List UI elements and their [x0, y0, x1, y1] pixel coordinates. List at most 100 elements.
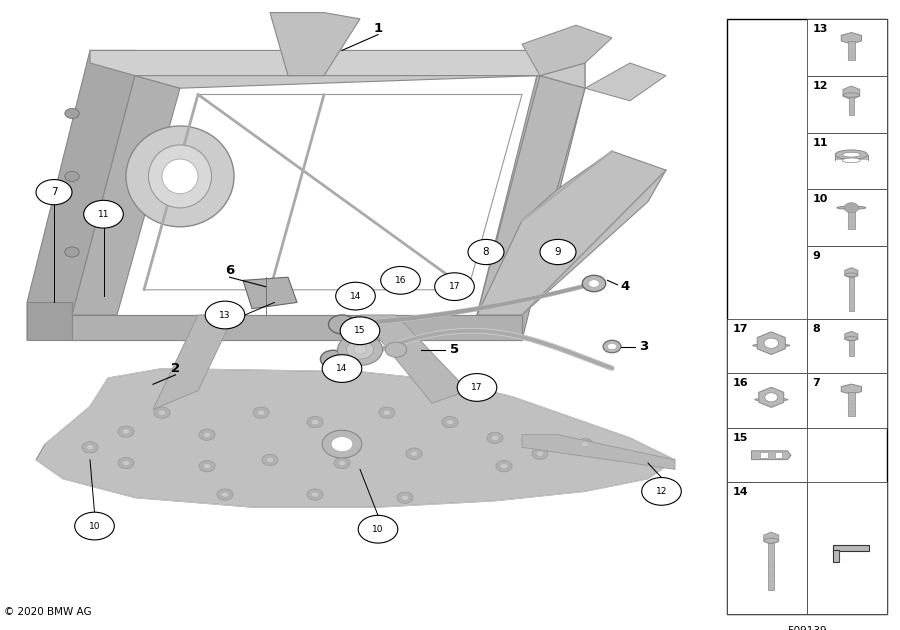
Circle shape: [435, 273, 474, 301]
Circle shape: [36, 180, 72, 205]
Ellipse shape: [752, 344, 790, 347]
Text: 9: 9: [813, 251, 821, 261]
Text: 8: 8: [813, 324, 821, 335]
Bar: [833, 551, 839, 562]
Polygon shape: [270, 13, 360, 76]
Text: 3: 3: [639, 340, 648, 353]
Text: 7: 7: [813, 379, 821, 389]
Bar: [727, 428, 807, 482]
Polygon shape: [27, 50, 135, 340]
Bar: [848, 41, 854, 60]
Text: 17: 17: [472, 383, 482, 392]
Polygon shape: [27, 302, 522, 340]
Bar: [807, 374, 887, 428]
Text: 16: 16: [395, 276, 406, 285]
Polygon shape: [842, 33, 861, 44]
Bar: [807, 190, 887, 246]
Circle shape: [262, 454, 278, 466]
Text: 17: 17: [449, 282, 460, 291]
Circle shape: [331, 437, 353, 452]
Circle shape: [118, 457, 134, 469]
Bar: [807, 319, 887, 374]
Ellipse shape: [835, 150, 868, 159]
Text: 13: 13: [813, 24, 828, 34]
Polygon shape: [135, 50, 585, 88]
Circle shape: [338, 461, 346, 466]
Ellipse shape: [764, 538, 778, 543]
Text: 16: 16: [733, 379, 748, 389]
Polygon shape: [759, 387, 784, 408]
Polygon shape: [522, 435, 675, 469]
Polygon shape: [764, 532, 778, 544]
Polygon shape: [153, 315, 234, 410]
Polygon shape: [477, 63, 585, 340]
Text: 13: 13: [220, 311, 230, 319]
Bar: [727, 374, 807, 428]
Circle shape: [764, 338, 778, 348]
Bar: [807, 76, 887, 132]
Polygon shape: [72, 315, 522, 340]
Circle shape: [540, 239, 576, 265]
Ellipse shape: [845, 336, 858, 340]
Bar: [807, 482, 887, 614]
Text: 10: 10: [813, 195, 828, 204]
Circle shape: [266, 457, 274, 462]
Circle shape: [257, 410, 265, 415]
Circle shape: [500, 464, 508, 469]
Polygon shape: [144, 94, 522, 290]
Text: 4: 4: [621, 280, 630, 293]
Circle shape: [385, 342, 407, 357]
Circle shape: [608, 343, 616, 350]
Text: 10: 10: [373, 525, 383, 534]
Circle shape: [154, 407, 170, 418]
Text: 5: 5: [450, 343, 459, 356]
Text: 6: 6: [225, 265, 234, 277]
Circle shape: [765, 392, 778, 402]
Bar: [768, 543, 774, 590]
Circle shape: [346, 340, 374, 359]
Text: 14: 14: [337, 364, 347, 373]
Bar: [760, 452, 768, 459]
Text: 509139: 509139: [788, 626, 827, 630]
Text: 9: 9: [554, 247, 562, 257]
Circle shape: [406, 448, 422, 459]
Circle shape: [328, 315, 356, 334]
Polygon shape: [90, 50, 585, 76]
Polygon shape: [477, 151, 666, 315]
Circle shape: [203, 464, 211, 469]
Circle shape: [340, 317, 380, 345]
Circle shape: [468, 239, 504, 265]
Circle shape: [199, 461, 215, 472]
Circle shape: [322, 430, 362, 458]
Text: 14: 14: [733, 487, 748, 496]
Circle shape: [603, 340, 621, 353]
Polygon shape: [477, 76, 585, 315]
Ellipse shape: [845, 273, 858, 277]
Circle shape: [65, 171, 79, 181]
Bar: [807, 19, 887, 76]
Circle shape: [122, 461, 130, 466]
Bar: [849, 340, 853, 356]
Text: 10: 10: [89, 522, 100, 530]
Circle shape: [496, 461, 512, 472]
Circle shape: [401, 495, 409, 500]
Polygon shape: [842, 384, 861, 394]
Circle shape: [311, 420, 319, 425]
Circle shape: [84, 200, 123, 228]
Circle shape: [442, 416, 458, 428]
Polygon shape: [843, 86, 860, 100]
Circle shape: [334, 457, 350, 469]
Circle shape: [581, 442, 589, 447]
Ellipse shape: [835, 156, 868, 165]
Bar: [727, 482, 807, 614]
Circle shape: [65, 108, 79, 118]
Circle shape: [536, 451, 544, 456]
Text: 1: 1: [374, 22, 382, 35]
Text: 12: 12: [656, 487, 667, 496]
Bar: [807, 246, 887, 319]
Text: 15: 15: [355, 326, 365, 335]
Bar: [849, 97, 854, 115]
Circle shape: [582, 275, 606, 292]
Circle shape: [86, 445, 94, 450]
Circle shape: [75, 512, 114, 540]
